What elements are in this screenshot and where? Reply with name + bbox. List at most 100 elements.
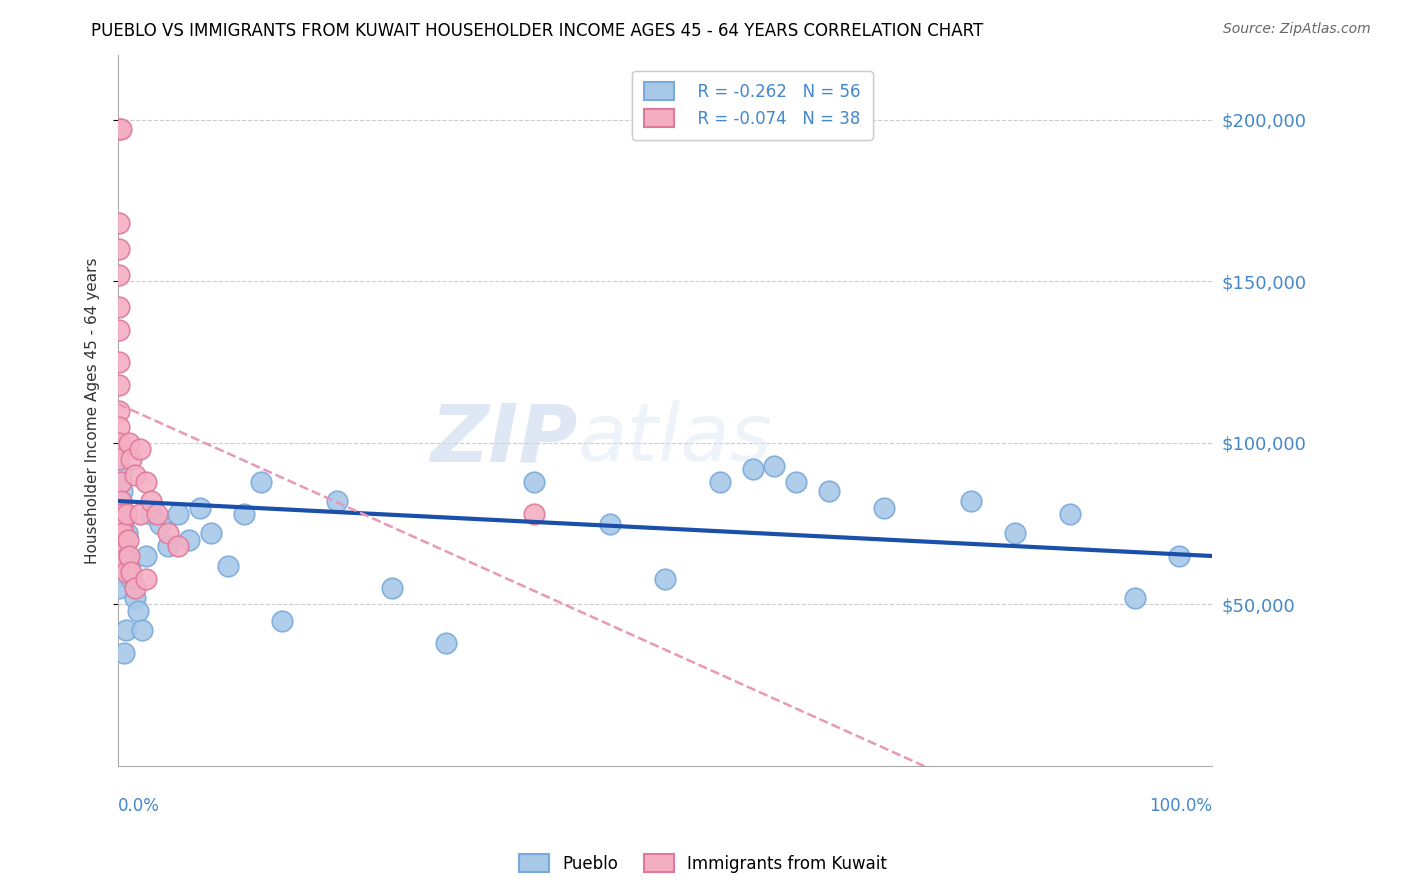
Point	[599, 516, 621, 531]
Point	[785, 475, 807, 489]
Point	[434, 636, 457, 650]
Point	[108, 452, 131, 467]
Point	[127, 604, 149, 618]
Text: 0.0%: 0.0%	[118, 797, 160, 814]
Point	[741, 461, 763, 475]
Point	[249, 475, 271, 489]
Point	[108, 582, 131, 596]
Point	[111, 516, 134, 531]
Point	[156, 526, 179, 541]
Point	[108, 268, 131, 282]
Point	[131, 624, 153, 638]
Point	[111, 507, 134, 521]
Point	[108, 300, 131, 314]
Point	[108, 516, 131, 531]
Point	[200, 526, 222, 541]
Point	[233, 507, 256, 521]
Point	[110, 500, 132, 515]
Point	[110, 122, 132, 136]
Point	[121, 452, 143, 467]
Point	[141, 494, 163, 508]
Point	[115, 624, 138, 638]
Point	[190, 500, 212, 515]
Point	[108, 565, 131, 579]
Point	[156, 539, 179, 553]
Text: Source: ZipAtlas.com: Source: ZipAtlas.com	[1223, 22, 1371, 37]
Point	[654, 572, 676, 586]
Point	[135, 549, 157, 563]
Point	[1004, 526, 1026, 541]
Point	[118, 558, 141, 573]
Point	[149, 516, 172, 531]
Point	[118, 549, 141, 563]
Point	[108, 526, 131, 541]
Point	[763, 458, 786, 473]
Point	[108, 549, 131, 563]
Point	[141, 507, 163, 521]
Point	[1123, 591, 1146, 605]
Point	[112, 646, 135, 660]
Point	[179, 533, 201, 547]
Point	[381, 582, 404, 596]
Point	[124, 582, 146, 596]
Point	[108, 500, 131, 515]
Point	[118, 436, 141, 450]
Point	[121, 572, 143, 586]
Point	[114, 549, 136, 563]
Point	[111, 513, 134, 527]
Point	[110, 494, 132, 508]
Point	[108, 419, 131, 434]
Point	[111, 484, 134, 499]
Point	[115, 565, 138, 579]
Point	[108, 216, 131, 230]
Point	[873, 500, 896, 515]
Text: atlas: atlas	[578, 400, 772, 478]
Point	[135, 572, 157, 586]
Point	[108, 436, 131, 450]
Point	[115, 526, 138, 541]
Point	[271, 614, 294, 628]
Legend: Pueblo, Immigrants from Kuwait: Pueblo, Immigrants from Kuwait	[513, 847, 893, 880]
Point	[108, 377, 131, 392]
Point	[167, 539, 190, 553]
Point	[108, 533, 131, 547]
Point	[167, 507, 190, 521]
Point	[709, 475, 731, 489]
Point	[145, 507, 167, 521]
Point	[108, 558, 131, 573]
Point	[960, 494, 983, 508]
Point	[523, 475, 546, 489]
Point	[108, 403, 131, 417]
Point	[111, 507, 134, 521]
Y-axis label: Householder Income Ages 45 - 64 years: Householder Income Ages 45 - 64 years	[86, 257, 100, 564]
Point	[110, 468, 132, 483]
Point	[110, 475, 132, 489]
Point	[523, 507, 546, 521]
Point	[115, 507, 138, 521]
Point	[108, 520, 131, 534]
Point	[818, 484, 841, 499]
Point	[112, 533, 135, 547]
Point	[108, 507, 131, 521]
Point	[217, 558, 239, 573]
Point	[108, 122, 131, 136]
Point	[108, 323, 131, 337]
Point	[110, 494, 132, 508]
Point	[108, 242, 131, 256]
Legend:   R = -0.262   N = 56,   R = -0.074   N = 38: R = -0.262 N = 56, R = -0.074 N = 38	[633, 70, 873, 139]
Point	[111, 526, 134, 541]
Point	[117, 533, 139, 547]
Point	[135, 475, 157, 489]
Text: ZIP: ZIP	[430, 400, 578, 478]
Point	[326, 494, 349, 508]
Text: 100.0%: 100.0%	[1149, 797, 1212, 814]
Text: PUEBLO VS IMMIGRANTS FROM KUWAIT HOUSEHOLDER INCOME AGES 45 - 64 YEARS CORRELATI: PUEBLO VS IMMIGRANTS FROM KUWAIT HOUSEHO…	[91, 22, 984, 40]
Point	[121, 565, 143, 579]
Point	[124, 591, 146, 605]
Point	[129, 507, 152, 521]
Point	[129, 442, 152, 457]
Point	[114, 552, 136, 566]
Point	[108, 539, 131, 553]
Point	[108, 355, 131, 369]
Point	[124, 468, 146, 483]
